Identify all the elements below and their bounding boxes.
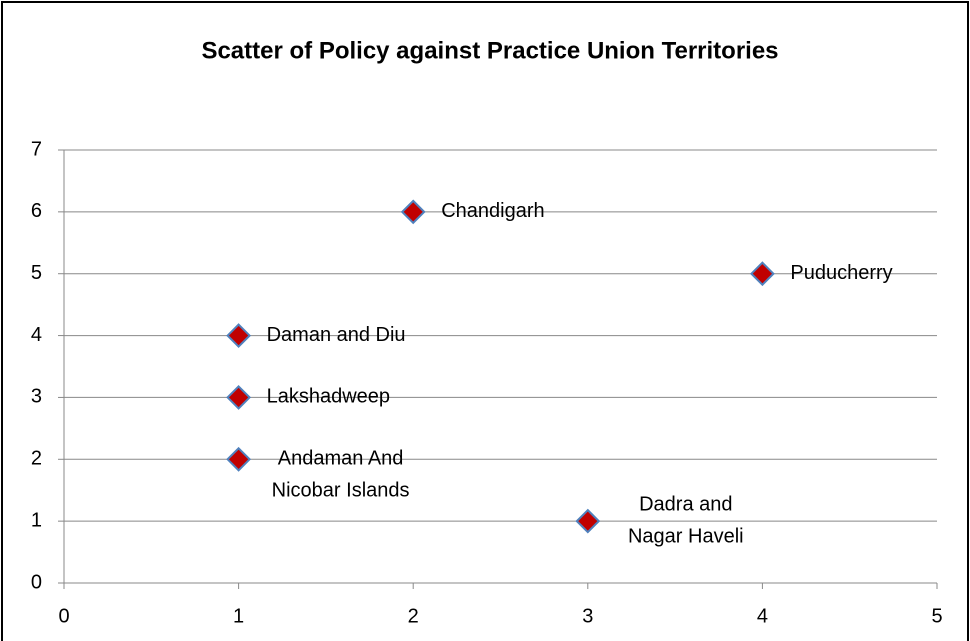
point-label: Andaman And	[278, 448, 404, 470]
x-tick-label: 2	[408, 605, 419, 627]
point	[400, 199, 426, 225]
y-tick-label: 1	[31, 509, 42, 531]
point-label: Chandigarh	[441, 200, 544, 222]
x-tick-label: 1	[233, 605, 244, 627]
point-label: Nagar Haveli	[628, 525, 744, 547]
point-label: Nicobar Islands	[272, 480, 410, 502]
y-tick-label: 2	[31, 448, 42, 470]
chart-title: Scatter of Policy against Practice Union…	[201, 37, 778, 64]
y-tick-label: 7	[31, 138, 42, 160]
x-tick-label: 3	[582, 605, 593, 627]
point	[226, 446, 252, 472]
point	[226, 323, 252, 348]
y-tick-label: 5	[31, 262, 42, 284]
y-tick-label: 6	[31, 200, 42, 222]
y-tick-label: 0	[31, 571, 42, 593]
y-tick-label: 4	[31, 324, 42, 346]
y-tick-label: 3	[31, 386, 42, 408]
x-tick-label: 4	[757, 605, 768, 627]
point-label: Puducherry	[790, 262, 892, 284]
x-tick-label: 5	[931, 605, 942, 627]
point-label: Dadra and	[639, 493, 732, 515]
point	[226, 385, 252, 410]
point	[749, 261, 775, 287]
x-tick-label: 0	[58, 605, 69, 627]
point	[575, 508, 601, 534]
point-label: Lakshadweep	[267, 386, 390, 408]
point-label: Daman and Diu	[267, 324, 406, 346]
